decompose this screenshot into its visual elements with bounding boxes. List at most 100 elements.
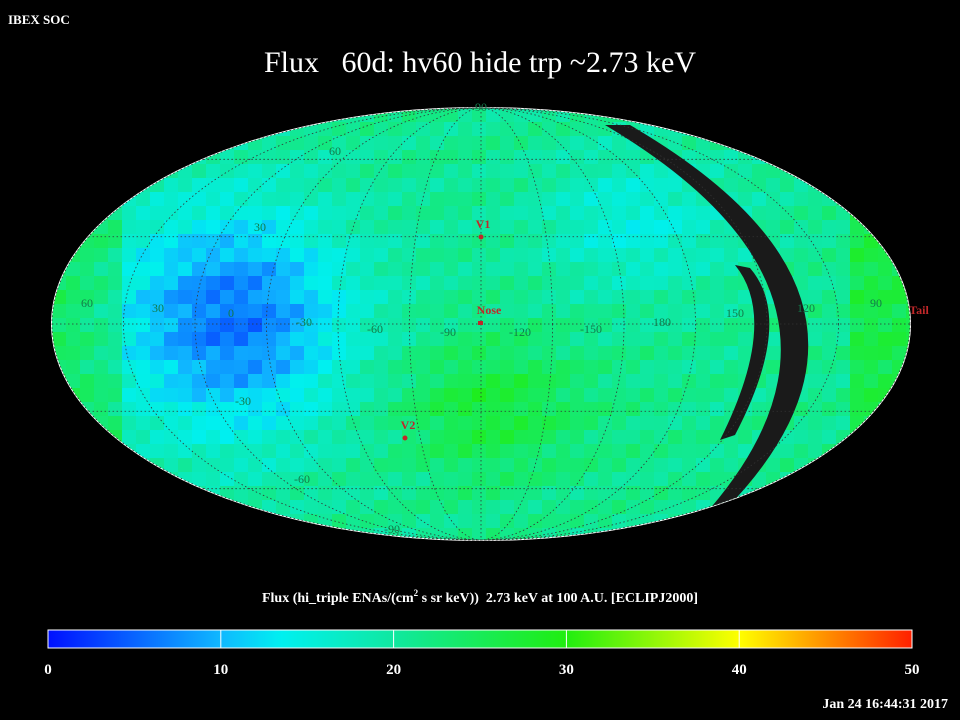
map-cell <box>500 262 515 277</box>
map-cell <box>836 346 851 361</box>
map-cell <box>192 472 207 487</box>
map-cell <box>864 206 879 221</box>
map-cell <box>80 192 95 207</box>
map-cell <box>66 346 81 361</box>
map-cell <box>850 220 865 235</box>
map-cell <box>360 528 375 540</box>
map-cell <box>430 472 445 487</box>
map-cell <box>542 150 557 165</box>
map-cell <box>402 178 417 193</box>
map-cell <box>752 206 767 221</box>
map-cell <box>794 108 809 123</box>
map-cell <box>458 374 473 389</box>
map-cell <box>822 416 837 431</box>
map-cell <box>500 374 515 389</box>
map-cell <box>178 332 193 347</box>
map-cell <box>66 514 81 529</box>
map-cell <box>108 458 123 473</box>
map-cell <box>598 360 613 375</box>
map-cell <box>612 388 627 403</box>
map-cell <box>892 528 907 540</box>
map-cell <box>192 164 207 179</box>
map-cell <box>654 360 669 375</box>
map-cell <box>318 150 333 165</box>
map-cell <box>178 318 193 333</box>
map-cell <box>80 262 95 277</box>
map-cell <box>668 416 683 431</box>
map-cell <box>752 500 767 515</box>
map-cell <box>542 276 557 291</box>
map-cell <box>318 276 333 291</box>
map-cell <box>332 122 347 137</box>
map-cell <box>332 192 347 207</box>
map-cell <box>486 304 501 319</box>
map-cell <box>52 178 67 193</box>
map-cell <box>850 318 865 333</box>
map-cell <box>220 164 235 179</box>
map-cell <box>192 220 207 235</box>
map-cell <box>444 192 459 207</box>
map-cell <box>150 318 165 333</box>
map-cell <box>710 108 725 123</box>
map-cell <box>668 458 683 473</box>
map-cell <box>234 262 249 277</box>
map-cell <box>780 528 795 540</box>
map-cell <box>444 430 459 445</box>
map-cell <box>850 430 865 445</box>
map-cell <box>262 206 277 221</box>
map-cell <box>556 276 571 291</box>
map-cell <box>178 220 193 235</box>
map-cell <box>346 290 361 305</box>
map-cell <box>346 234 361 249</box>
map-cell <box>402 262 417 277</box>
map-cell <box>668 402 683 417</box>
map-cell <box>836 262 851 277</box>
map-cell <box>444 108 459 123</box>
map-cell <box>556 500 571 515</box>
map-cell <box>682 234 697 249</box>
map-cell <box>150 360 165 375</box>
map-cell <box>290 374 305 389</box>
map-cell <box>458 430 473 445</box>
map-cell <box>906 164 910 179</box>
map-cell <box>318 290 333 305</box>
map-cell <box>346 514 361 529</box>
map-cell <box>290 192 305 207</box>
map-cell <box>486 206 501 221</box>
map-cell <box>122 402 137 417</box>
map-cell <box>752 192 767 207</box>
map-cell <box>318 220 333 235</box>
map-cell <box>836 122 851 137</box>
map-cell <box>696 458 711 473</box>
map-cell <box>584 122 599 137</box>
map-cell <box>374 178 389 193</box>
map-cell <box>444 164 459 179</box>
map-cell <box>542 164 557 179</box>
map-cell <box>794 262 809 277</box>
map-cell <box>682 248 697 263</box>
map-cell <box>738 164 753 179</box>
map-cell <box>892 402 907 417</box>
map-cell <box>598 192 613 207</box>
map-cell <box>402 234 417 249</box>
map-cell <box>178 402 193 417</box>
map-cell <box>850 332 865 347</box>
map-cell <box>794 150 809 165</box>
map-cell <box>374 472 389 487</box>
map-cell <box>570 192 585 207</box>
map-cell <box>850 178 865 193</box>
map-cell <box>598 248 613 263</box>
map-cell <box>710 346 725 361</box>
map-cell <box>822 108 837 123</box>
map-cell <box>416 122 431 137</box>
map-cell <box>472 220 487 235</box>
map-cell <box>318 192 333 207</box>
map-cell <box>556 192 571 207</box>
map-cell <box>528 416 543 431</box>
map-cell <box>654 262 669 277</box>
map-cell <box>388 472 403 487</box>
map-cell <box>556 360 571 375</box>
map-cell <box>640 444 655 459</box>
map-cell <box>94 262 109 277</box>
map-cell <box>192 262 207 277</box>
